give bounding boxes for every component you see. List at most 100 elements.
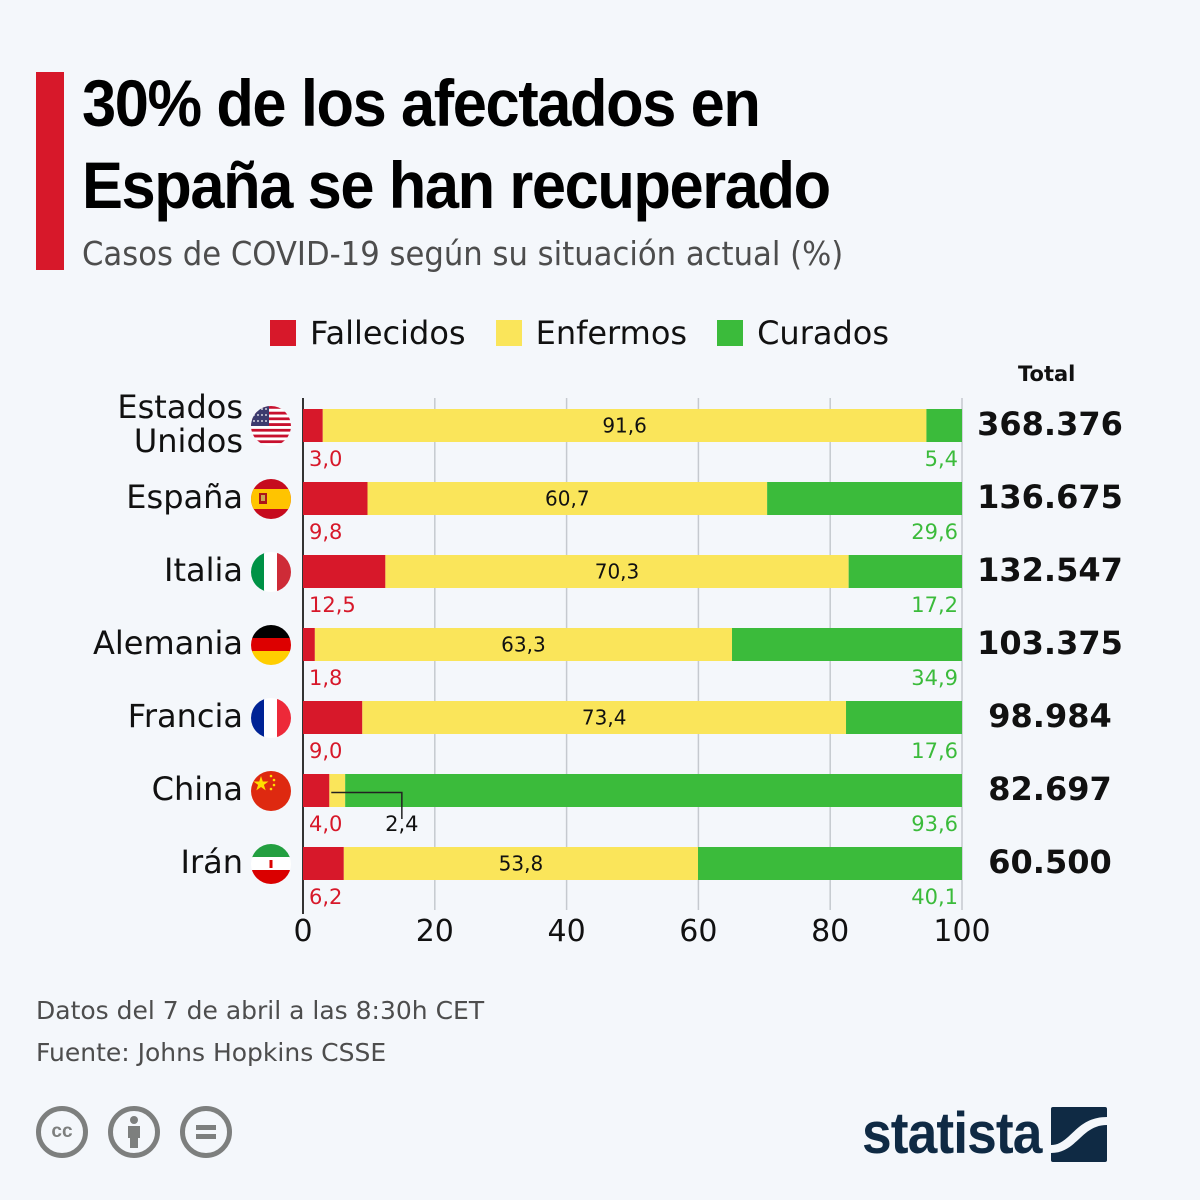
country-label-line: Alemania bbox=[92, 623, 243, 662]
bar-segment-fallecidos bbox=[303, 774, 330, 807]
data-label-fallecidos: 12,5 bbox=[309, 593, 356, 617]
equals-glyph bbox=[196, 1125, 216, 1139]
bar-segment-curados bbox=[767, 482, 962, 515]
country-label: Estados Unidos bbox=[3, 390, 243, 458]
data-label-fallecidos: 9,0 bbox=[309, 739, 342, 763]
bar-segment-fallecidos bbox=[303, 628, 315, 661]
leader-line bbox=[331, 791, 403, 819]
country-label: Alemania bbox=[3, 626, 243, 660]
france-flag-icon bbox=[251, 697, 291, 738]
license-icons: cc bbox=[36, 1106, 252, 1158]
us-flag-icon bbox=[251, 405, 291, 446]
country-label: España bbox=[3, 480, 243, 514]
country-label-line: Unidos bbox=[133, 421, 243, 460]
legend-item-enfermos: Enfermos bbox=[495, 314, 688, 352]
x-tick-label: 80 bbox=[811, 914, 849, 949]
total-value: 82.697 bbox=[988, 769, 1112, 808]
x-tick-label: 0 bbox=[293, 914, 312, 949]
data-label-fallecidos: 4,0 bbox=[309, 812, 342, 836]
legend-label: Enfermos bbox=[535, 314, 688, 352]
spain-flag-icon bbox=[251, 478, 291, 519]
bar-segment-enfermos bbox=[385, 555, 849, 588]
bar-segment-enfermos bbox=[329, 774, 346, 807]
x-tick-label: 20 bbox=[416, 914, 454, 949]
country-label: China bbox=[3, 772, 243, 806]
data-label-enfermos: 73,4 bbox=[582, 706, 627, 730]
bar-segment-fallecidos bbox=[303, 847, 344, 880]
data-label-curados: 40,1 bbox=[911, 885, 958, 909]
page-title: 30% de los afectados en España se han re… bbox=[82, 62, 1105, 226]
bar-segment-enfermos bbox=[362, 701, 847, 734]
data-label-curados: 5,4 bbox=[925, 447, 958, 471]
total-column-header: Total bbox=[1018, 362, 1076, 386]
country-label-line: Estados bbox=[117, 387, 243, 426]
bar-segment-fallecidos bbox=[303, 701, 363, 734]
data-label-enfermos: 53,8 bbox=[499, 852, 544, 876]
logo-text: statista bbox=[862, 1101, 1042, 1166]
iran-flag-icon bbox=[251, 843, 291, 884]
country-label-line: España bbox=[126, 477, 243, 516]
legend-swatch-curados bbox=[717, 320, 744, 346]
bar-segment-curados bbox=[698, 847, 962, 880]
country-label-line: Italia bbox=[164, 550, 243, 589]
country-label-line: China bbox=[151, 769, 243, 808]
source-note: Fuente: Johns Hopkins CSSE bbox=[36, 1038, 387, 1067]
country-label-line: Francia bbox=[127, 696, 243, 735]
data-label-curados: 34,9 bbox=[911, 666, 958, 690]
no-derivatives-icon[interactable] bbox=[180, 1106, 232, 1158]
title-line-2: España se han recuperado bbox=[82, 148, 831, 222]
subtitle: Casos de COVID-19 según su situación act… bbox=[82, 234, 844, 273]
x-tick-label: 100 bbox=[933, 914, 990, 949]
bar-segment-curados bbox=[732, 628, 962, 661]
total-value: 98.984 bbox=[988, 696, 1112, 735]
legend-swatch-fallecidos bbox=[270, 320, 296, 346]
data-label-enfermos: 63,3 bbox=[501, 633, 546, 657]
bar-segment-curados bbox=[345, 774, 962, 807]
data-label-curados: 93,6 bbox=[911, 812, 958, 836]
total-value: 103.375 bbox=[977, 623, 1123, 662]
italy-flag-icon bbox=[251, 551, 291, 592]
bar-segment-fallecidos bbox=[303, 482, 368, 515]
country-label: Francia bbox=[3, 699, 243, 733]
country-label: Italia bbox=[3, 553, 243, 587]
legend: Fallecidos Enfermos Curados bbox=[270, 314, 919, 352]
data-label-fallecidos: 6,2 bbox=[309, 885, 342, 909]
germany-flag-icon bbox=[251, 624, 291, 665]
total-value: 132.547 bbox=[977, 550, 1123, 589]
bar-segment-curados bbox=[926, 409, 962, 442]
total-value: 60.500 bbox=[988, 842, 1112, 881]
statista-logo[interactable]: statista bbox=[862, 1100, 1109, 1167]
legend-item-curados: Curados bbox=[717, 314, 889, 352]
stacked-bar-chart: 0 20 40 60 80 100 3,0 5,4 91,6 9,8 29,6 60,7 12,5 17,… bbox=[293, 398, 991, 949]
china-flag-icon bbox=[251, 770, 291, 811]
country-label-line: Irán bbox=[180, 842, 243, 881]
footer-notes: Datos del 7 de abril a las 8:30h CET Fue… bbox=[36, 990, 484, 1074]
attribution-icon[interactable] bbox=[108, 1106, 160, 1158]
bar-segment-fallecidos bbox=[303, 409, 323, 442]
data-label-enfermos: 2,4 bbox=[385, 812, 418, 836]
x-tick-label: 40 bbox=[548, 914, 586, 949]
country-label: Irán bbox=[3, 845, 243, 879]
bar-segment-enfermos bbox=[367, 482, 768, 515]
data-label-fallecidos: 3,0 bbox=[309, 447, 342, 471]
person-glyph bbox=[128, 1116, 140, 1148]
data-label-enfermos: 91,6 bbox=[602, 414, 647, 438]
data-label-curados: 17,2 bbox=[911, 593, 958, 617]
bar-segment-enfermos bbox=[322, 409, 927, 442]
bar-segment-curados bbox=[846, 701, 962, 734]
cc-icon[interactable]: cc bbox=[36, 1106, 88, 1158]
statista-logo-icon bbox=[1051, 1106, 1108, 1162]
title-accent-bar bbox=[36, 72, 64, 270]
data-label-enfermos: 60,7 bbox=[545, 487, 590, 511]
total-value: 368.376 bbox=[977, 404, 1123, 443]
bar-segment-enfermos bbox=[314, 628, 733, 661]
x-tick-label: 60 bbox=[679, 914, 717, 949]
total-value: 136.675 bbox=[977, 477, 1123, 516]
legend-swatch-enfermos bbox=[495, 320, 522, 346]
legend-item-fallecidos: Fallecidos bbox=[270, 314, 466, 352]
data-label-curados: 29,6 bbox=[911, 520, 958, 544]
title-line-1: 30% de los afectados en bbox=[82, 66, 761, 140]
bar-segment-curados bbox=[848, 555, 962, 588]
data-label-enfermos: 70,3 bbox=[595, 560, 640, 584]
bar-segment-fallecidos bbox=[303, 555, 386, 588]
